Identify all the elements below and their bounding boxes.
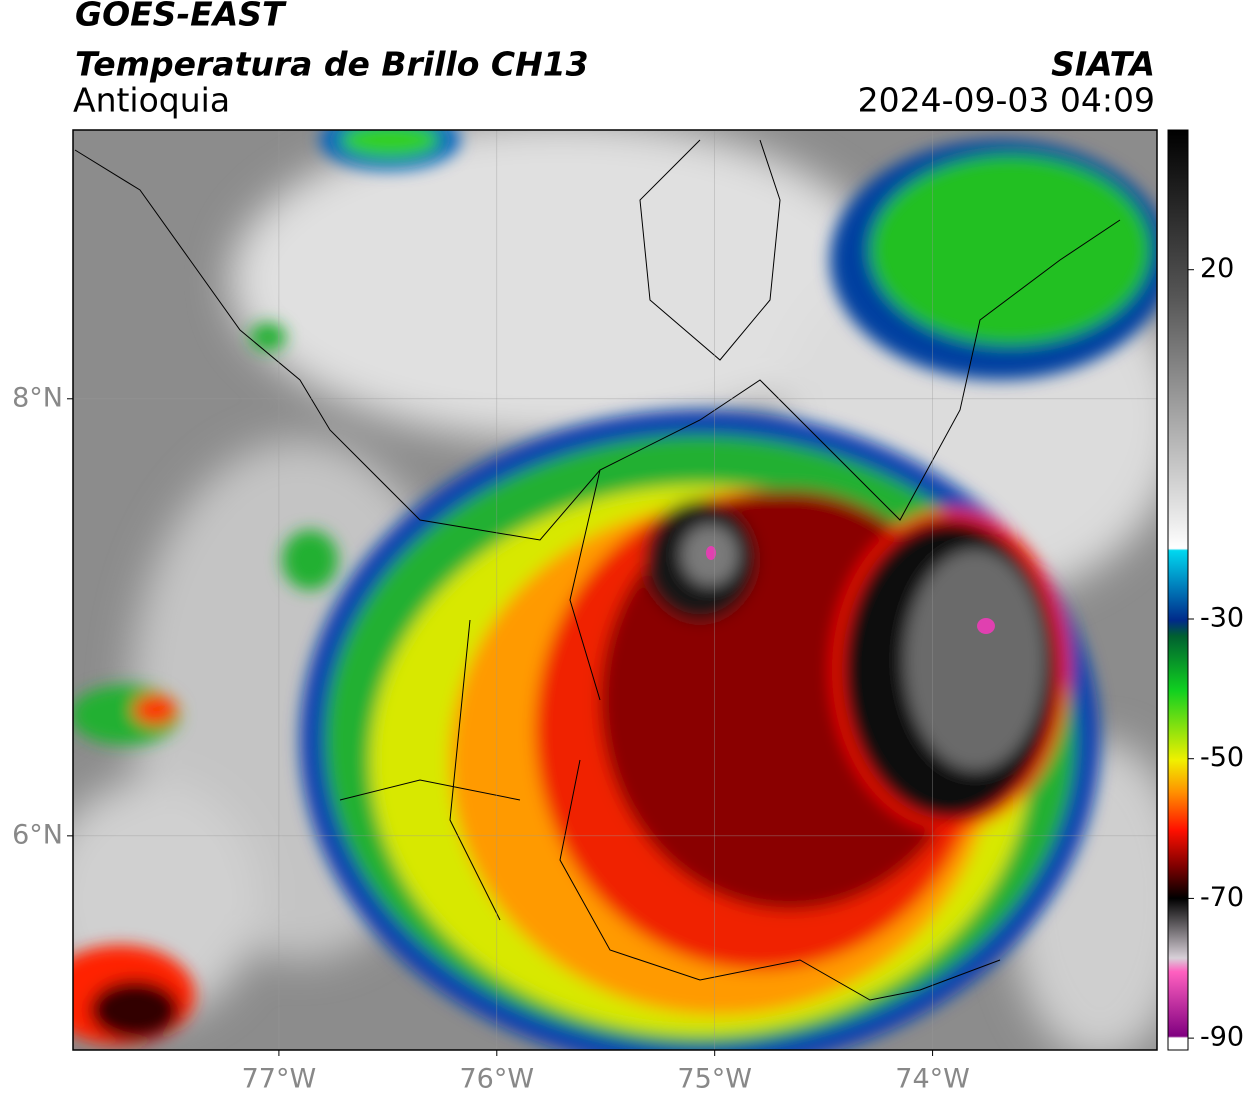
source: SIATA (1051, 45, 1155, 84)
colorbar-tick-label: -90 (1200, 1022, 1244, 1053)
subtitle: Temperatura de Brillo CH13 (75, 45, 589, 84)
colorbar-tick-label: -70 (1200, 882, 1244, 913)
x-tick-label: 77°W (242, 1064, 317, 1095)
colorbar (1167, 129, 1189, 1051)
satellite-image (73, 130, 1157, 1050)
y-tick-label: 8°N (12, 382, 63, 413)
x-tick-label: 76°W (460, 1064, 535, 1095)
colorbar-tick-label: -50 (1200, 742, 1244, 773)
x-tick-label: 75°W (677, 1064, 752, 1095)
x-tick-label: 74°W (895, 1064, 970, 1095)
colorbar-tick-label: -30 (1200, 602, 1244, 633)
colorbar-tick-label: 20 (1200, 253, 1234, 284)
title: GOES-EAST (75, 0, 287, 34)
datetime: 2024-09-03 04:09 (858, 81, 1155, 120)
region: Antioquia (73, 81, 230, 120)
map-frame (72, 129, 1158, 1051)
y-tick-label: 6°N (12, 819, 63, 850)
